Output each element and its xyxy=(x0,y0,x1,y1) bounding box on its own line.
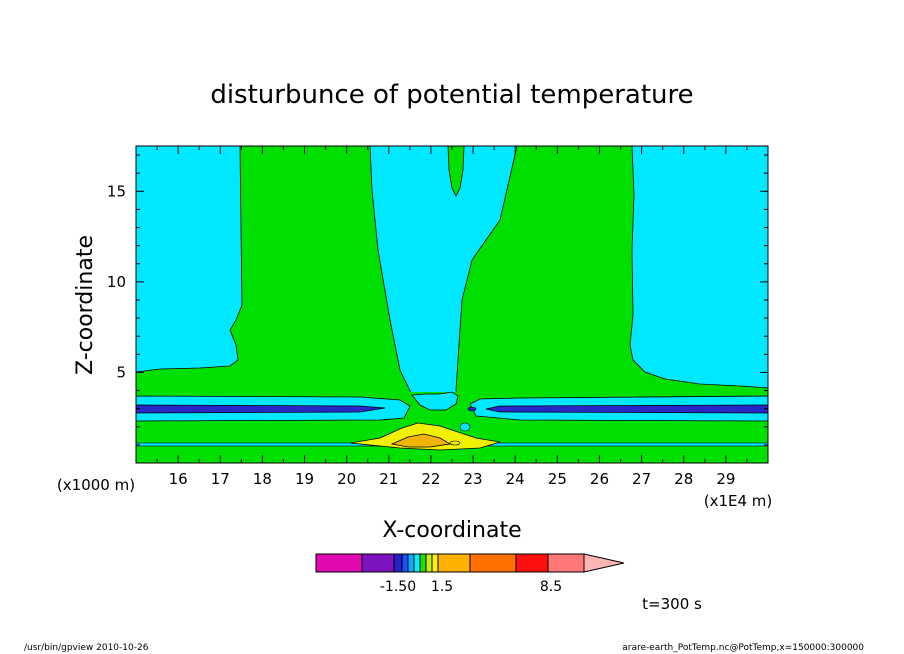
x-tick-label: 26 xyxy=(590,470,609,488)
colorbar-segment xyxy=(431,553,439,573)
colorbar-segment xyxy=(419,553,427,573)
colorbar-extension xyxy=(583,553,625,573)
contour-region-cyan-center xyxy=(411,391,459,411)
colorbar-segment xyxy=(393,553,403,573)
colorbar-label: 1.5 xyxy=(431,579,453,595)
colorbar-segment xyxy=(413,553,421,573)
contour-field xyxy=(136,146,768,463)
colorbar-labels: -1.50 1.5 8.5 xyxy=(380,579,562,595)
x-tick-label: 22 xyxy=(421,470,440,488)
x-tick-label: 23 xyxy=(464,470,483,488)
x-tick-label: 19 xyxy=(295,470,314,488)
contour-region-green-top xyxy=(447,146,465,197)
x-tick-label: 28 xyxy=(674,470,693,488)
y-tick-label: 15 xyxy=(107,182,126,200)
x-tick-label: 16 xyxy=(169,470,188,488)
colorbar-label: -1.50 xyxy=(380,579,416,595)
contour-region-dark-blue-right xyxy=(485,404,768,414)
colorbar-segment xyxy=(515,553,549,573)
x-tick-label: 21 xyxy=(379,470,398,488)
footer-right: arare-earth_PotTemp.nc@PotTemp,x=150000:… xyxy=(622,643,864,653)
x-tick-label: 27 xyxy=(632,470,651,488)
axis-ticks xyxy=(135,146,769,463)
y-tick-label: 5 xyxy=(116,363,126,381)
x-unit-label: (x1E4 m) xyxy=(704,492,773,510)
contour-region-green-right xyxy=(455,146,768,463)
colorbar-segment xyxy=(425,553,433,573)
x-tick-label: 18 xyxy=(253,470,272,488)
colorbar-segment xyxy=(401,553,409,573)
chart-title: disturbunce of potential temperature xyxy=(210,80,693,110)
colorbar-segment xyxy=(437,553,471,573)
contour-region-yellow-dot xyxy=(449,440,461,446)
contour-region-cyan-blob xyxy=(459,422,471,432)
colorbar-segment xyxy=(547,553,585,573)
y-unit-label: (x1000 m) xyxy=(57,476,135,494)
x-tick-labels: 16 17 18 19 20 21 22 23 24 25 26 27 28 29 xyxy=(169,470,736,488)
colorbar xyxy=(315,553,625,573)
y-tick-labels: 5 10 15 xyxy=(107,182,126,381)
contour-region-orange xyxy=(390,433,452,448)
x-axis-label: X-coordinate xyxy=(382,518,521,543)
time-label: t=300 s xyxy=(642,595,702,613)
x-tick-label: 25 xyxy=(548,470,567,488)
y-axis-label: Z-coordinate xyxy=(73,235,98,375)
y-tick-label: 10 xyxy=(107,273,126,291)
contour-region-dark-blue-left xyxy=(136,404,386,414)
x-tick-label: 29 xyxy=(716,470,735,488)
x-tick-label: 17 xyxy=(211,470,230,488)
colorbar-segment xyxy=(407,553,415,573)
colorbar-segment xyxy=(315,553,363,573)
x-tick-label: 20 xyxy=(337,470,356,488)
contour-region-green-left xyxy=(136,146,421,463)
colorbar-segment xyxy=(361,553,395,573)
colorbar-label: 8.5 xyxy=(540,579,562,595)
colorbar-segment xyxy=(469,553,517,573)
contour-region-dark-blue-dot xyxy=(467,406,477,412)
footer-left: /usr/bin/gpview 2010-10-26 xyxy=(24,643,149,653)
x-tick-label: 24 xyxy=(506,470,525,488)
